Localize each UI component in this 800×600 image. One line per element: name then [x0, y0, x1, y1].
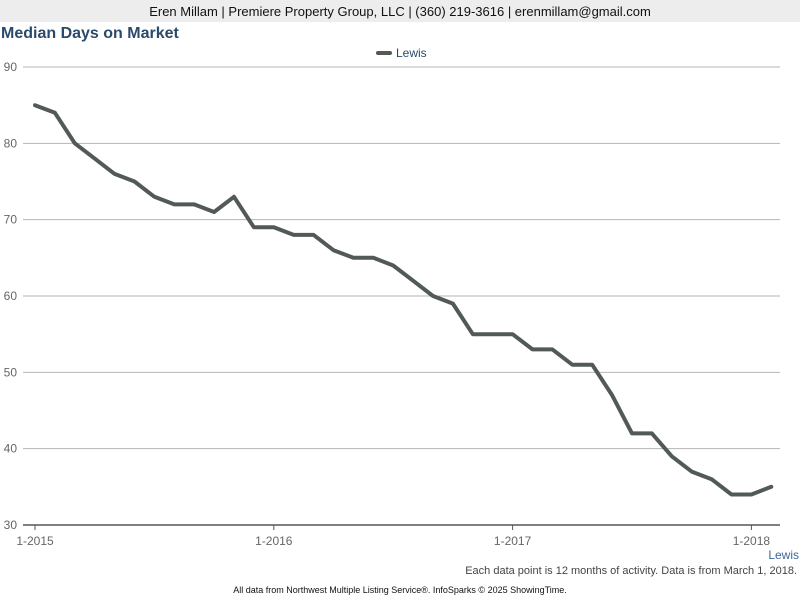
- x-axis: 1-2015 1-2016 1-2017 1-2018: [16, 524, 780, 548]
- series-end-label: Lewis: [768, 548, 799, 562]
- y-axis-ticks: 30 40 50 60 70 80 90: [4, 60, 18, 532]
- gridlines: [23, 66, 780, 450]
- x-tick-label: 1-2017: [494, 534, 532, 548]
- y-tick-label: 80: [4, 136, 18, 150]
- contact-text: Eren Millam | Premiere Property Group, L…: [149, 3, 651, 19]
- x-tick-label: 1-2018: [733, 534, 771, 548]
- legend-label: Lewis: [396, 46, 427, 60]
- chart-title: Median Days on Market: [1, 25, 179, 42]
- y-tick-label: 90: [4, 60, 18, 74]
- x-tick-label: 1-2016: [255, 534, 293, 548]
- series-lines: [33, 103, 774, 497]
- y-tick-label: 30: [4, 518, 18, 532]
- y-tick-label: 40: [4, 442, 18, 456]
- legend-swatch: [376, 51, 392, 55]
- x-tick-label: 1-2015: [16, 534, 54, 548]
- contact-header: Eren Millam | Premiere Property Group, L…: [0, 0, 800, 22]
- series-labels: Lewis: [768, 548, 799, 562]
- footer-credits: All data from Northwest Multiple Listing…: [233, 585, 567, 595]
- y-tick-label: 70: [4, 213, 18, 227]
- y-tick-label: 60: [4, 289, 18, 303]
- footnote: Each data point is 12 months of activity…: [465, 565, 797, 577]
- y-tick-label: 50: [4, 365, 18, 379]
- legend[interactable]: Lewis: [376, 46, 427, 60]
- series-line-lewis: [33, 103, 774, 497]
